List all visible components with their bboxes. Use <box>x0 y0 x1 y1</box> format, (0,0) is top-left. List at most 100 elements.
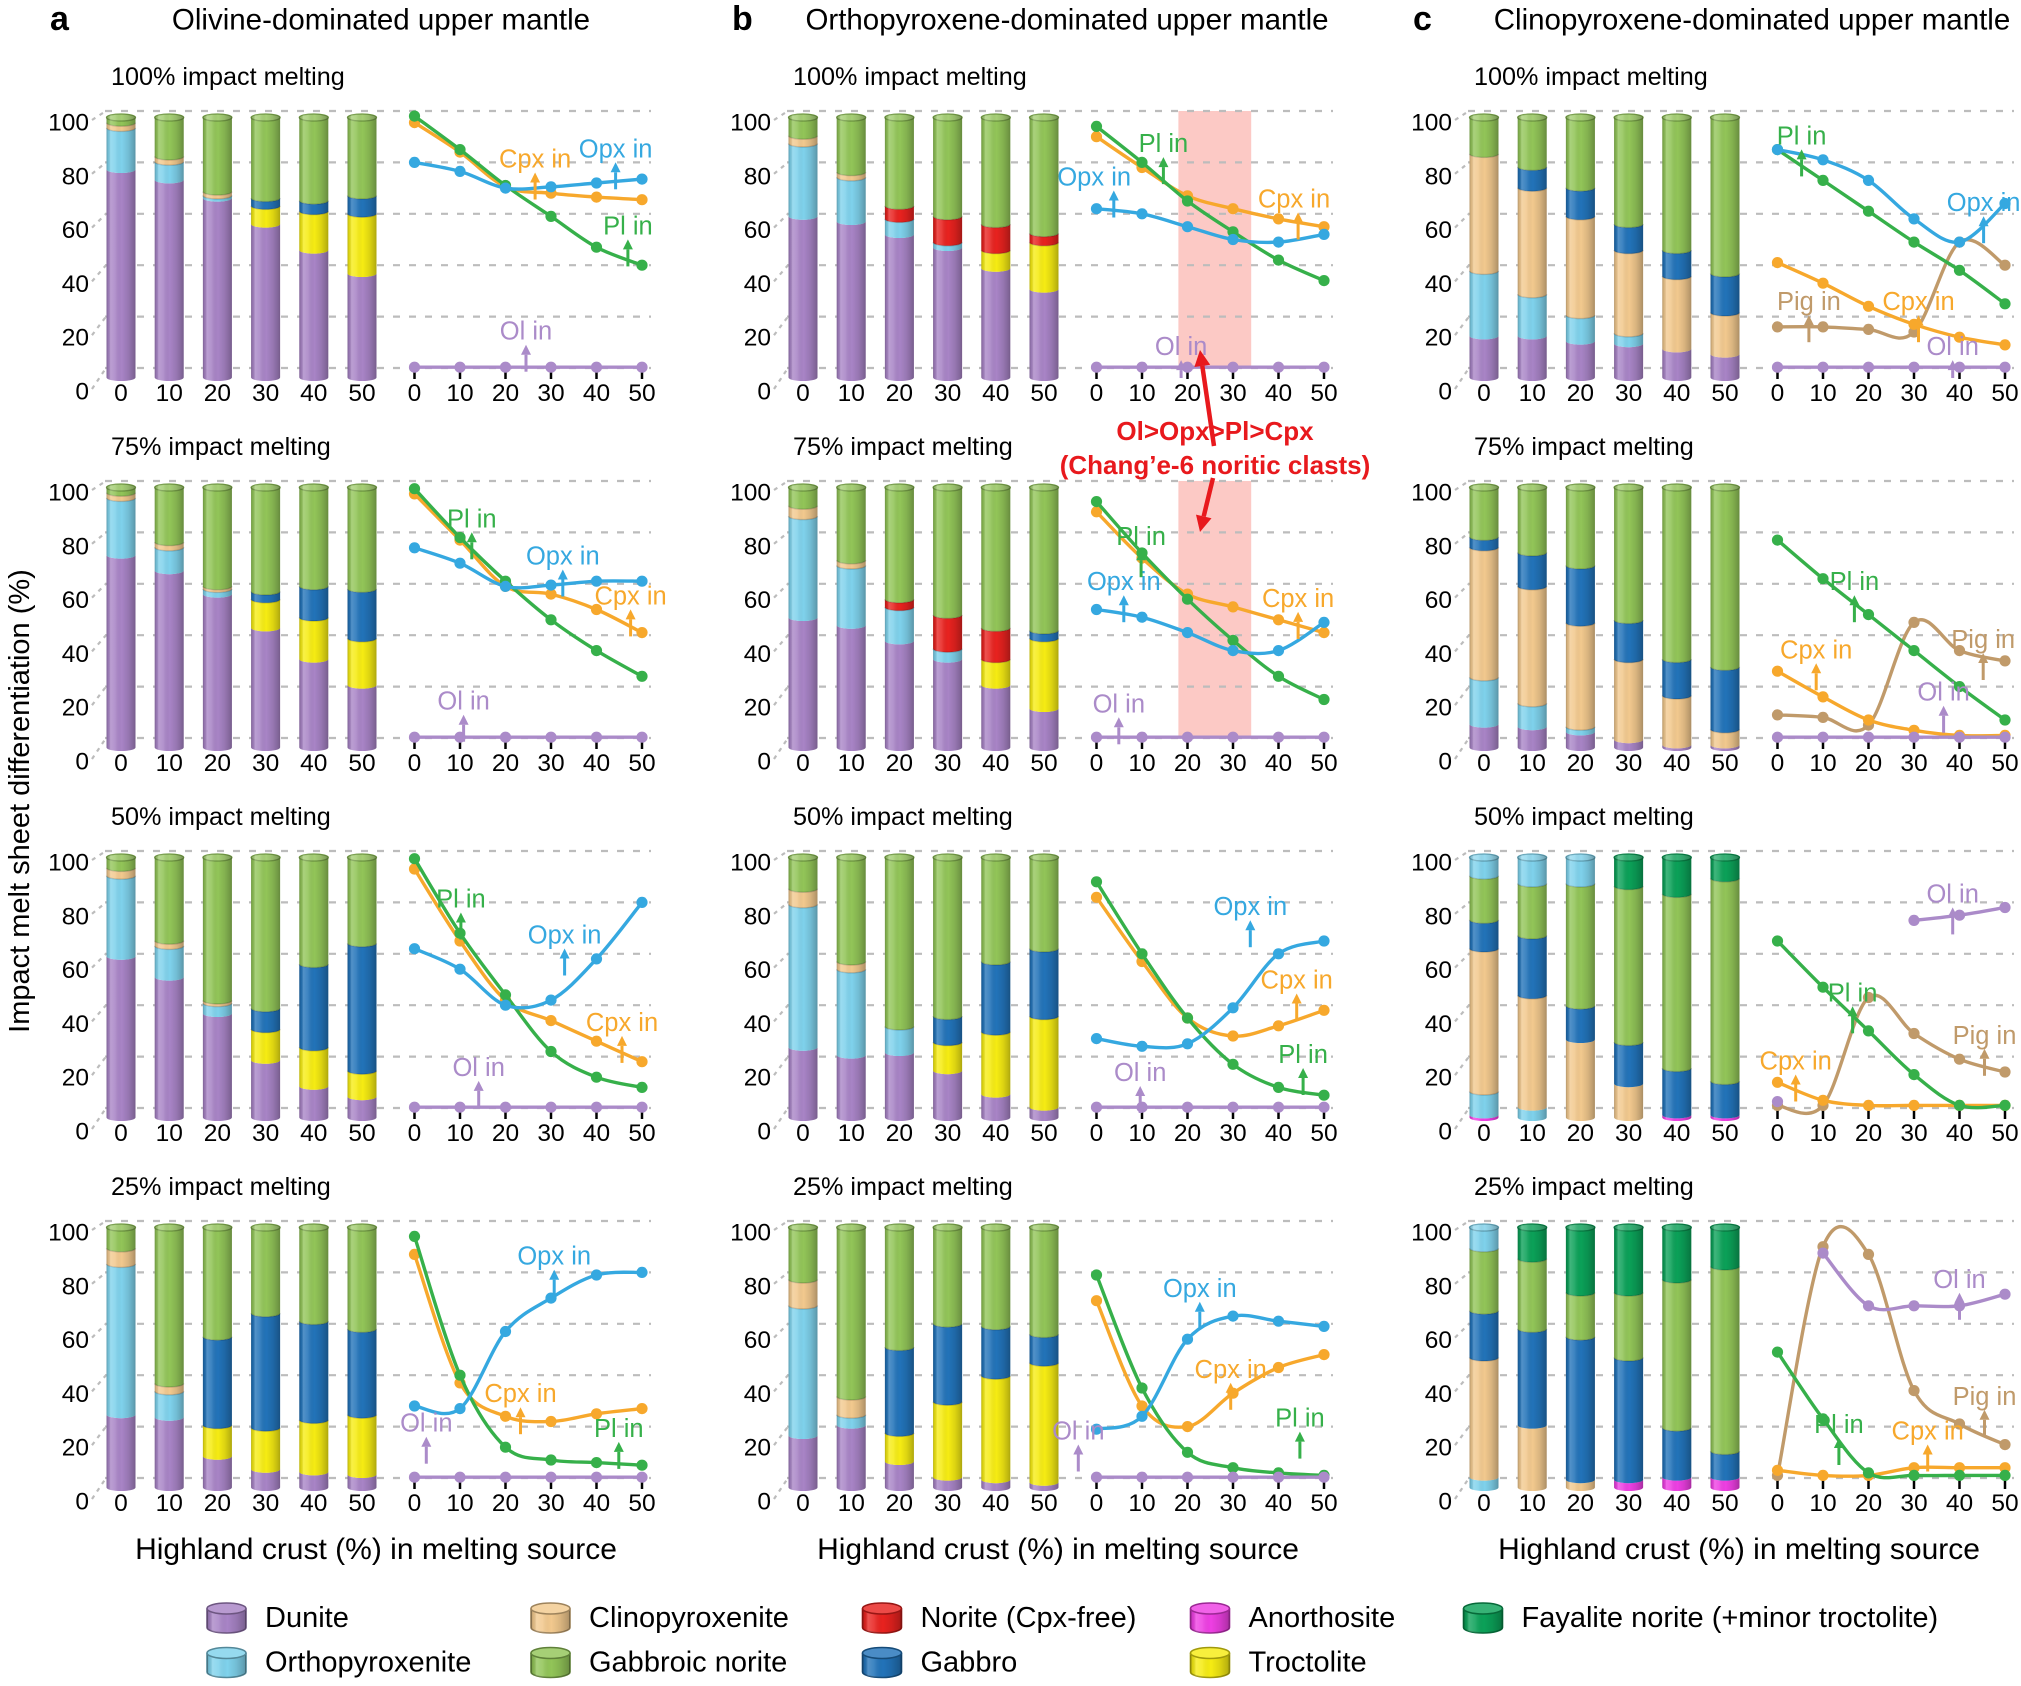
svg-text:0: 0 <box>114 380 128 407</box>
svg-text:40: 40 <box>1663 1490 1690 1517</box>
svg-text:10: 10 <box>1128 1490 1155 1517</box>
svg-text:0: 0 <box>75 1489 89 1516</box>
svg-text:50: 50 <box>1991 380 2018 407</box>
svg-text:30: 30 <box>537 1490 564 1517</box>
svg-text:30: 30 <box>252 750 279 777</box>
svg-text:20: 20 <box>204 1490 231 1517</box>
svg-text:10: 10 <box>156 1490 183 1517</box>
svg-text:80: 80 <box>1425 533 1452 560</box>
svg-text:0: 0 <box>1438 1489 1452 1516</box>
svg-text:10: 10 <box>838 750 865 777</box>
svg-text:80: 80 <box>62 1273 89 1300</box>
svg-text:Pl in: Pl in <box>436 886 486 914</box>
svg-text:60: 60 <box>62 217 89 244</box>
svg-text:75% impact melting: 75% impact melting <box>793 433 1013 461</box>
svg-text:50: 50 <box>1030 1490 1057 1517</box>
svg-text:100% impact melting: 100% impact melting <box>1474 63 1708 91</box>
svg-text:40: 40 <box>1425 1381 1452 1408</box>
svg-text:Ol in: Ol in <box>1926 333 1978 361</box>
svg-text:0: 0 <box>1771 750 1785 777</box>
svg-text:20: 20 <box>744 325 771 352</box>
svg-text:20: 20 <box>886 380 913 407</box>
svg-text:20: 20 <box>492 1120 519 1147</box>
svg-text:Cpx in: Cpx in <box>586 1009 658 1037</box>
svg-text:Highland crust (%) in melting: Highland crust (%) in melting source <box>817 1533 1299 1566</box>
svg-text:Ol in: Ol in <box>452 1054 504 1082</box>
svg-text:40: 40 <box>1946 380 1973 407</box>
svg-text:Opx in: Opx in <box>1057 164 1131 192</box>
svg-text:50: 50 <box>1030 750 1057 777</box>
svg-text:30: 30 <box>1219 1120 1246 1147</box>
svg-text:Ol in: Ol in <box>1933 1266 1985 1294</box>
svg-text:40: 40 <box>1946 750 1973 777</box>
svg-text:20: 20 <box>744 1065 771 1092</box>
svg-text:20: 20 <box>204 380 231 407</box>
svg-text:30: 30 <box>934 380 961 407</box>
svg-text:Ol in: Ol in <box>1926 880 1978 908</box>
svg-text:100: 100 <box>1411 480 1452 507</box>
svg-text:40: 40 <box>62 1011 89 1038</box>
svg-text:20: 20 <box>1567 1120 1594 1147</box>
svg-text:100: 100 <box>48 480 89 507</box>
svg-text:100: 100 <box>730 1220 771 1247</box>
svg-text:40: 40 <box>982 1490 1009 1517</box>
svg-text:10: 10 <box>838 1490 865 1517</box>
svg-text:0: 0 <box>796 750 810 777</box>
svg-text:40: 40 <box>1265 1120 1292 1147</box>
svg-text:Olivine-dominated upper mantle: Olivine-dominated upper mantle <box>172 4 590 37</box>
svg-text:20: 20 <box>744 695 771 722</box>
svg-text:0: 0 <box>1771 1490 1785 1517</box>
svg-text:40: 40 <box>300 750 327 777</box>
svg-text:25% impact melting: 25% impact melting <box>111 1173 331 1201</box>
svg-text:20: 20 <box>1567 380 1594 407</box>
svg-text:Cpx in: Cpx in <box>1261 967 1333 995</box>
svg-text:50: 50 <box>628 380 655 407</box>
svg-text:Opx in: Opx in <box>517 1243 591 1271</box>
svg-text:60: 60 <box>744 1327 771 1354</box>
svg-text:100: 100 <box>1411 1220 1452 1247</box>
svg-text:Opx in: Opx in <box>1947 189 2021 217</box>
svg-text:0: 0 <box>1771 380 1785 407</box>
svg-text:10: 10 <box>1519 1490 1546 1517</box>
svg-text:20: 20 <box>204 750 231 777</box>
svg-text:30: 30 <box>1219 380 1246 407</box>
svg-text:Opx in: Opx in <box>526 543 600 571</box>
svg-text:Pl in: Pl in <box>1814 1411 1864 1439</box>
svg-text:20: 20 <box>1567 1490 1594 1517</box>
svg-text:0: 0 <box>1438 1119 1452 1146</box>
svg-text:0: 0 <box>757 379 771 406</box>
svg-text:(Chang’e-6 noritic clasts): (Chang’e-6 noritic clasts) <box>1060 450 1371 480</box>
svg-text:60: 60 <box>1425 1327 1452 1354</box>
svg-text:100: 100 <box>48 1220 89 1247</box>
svg-text:50% impact melting: 50% impact melting <box>793 803 1013 831</box>
svg-text:30: 30 <box>1219 1490 1246 1517</box>
svg-text:80: 80 <box>744 903 771 930</box>
svg-text:30: 30 <box>1900 380 1927 407</box>
svg-text:a: a <box>50 0 70 38</box>
svg-text:Highland crust (%) in melting: Highland crust (%) in melting source <box>1498 1533 1980 1566</box>
svg-text:0: 0 <box>796 1120 810 1147</box>
svg-text:20: 20 <box>204 1120 231 1147</box>
svg-text:10: 10 <box>1809 1120 1836 1147</box>
svg-text:10: 10 <box>1128 1120 1155 1147</box>
svg-text:Pl in: Pl in <box>1278 1041 1328 1069</box>
svg-text:30: 30 <box>934 1120 961 1147</box>
svg-text:40: 40 <box>62 641 89 668</box>
svg-text:100: 100 <box>48 110 89 137</box>
svg-text:60: 60 <box>1425 957 1452 984</box>
svg-text:30: 30 <box>1615 380 1642 407</box>
svg-text:40: 40 <box>62 1381 89 1408</box>
svg-text:10: 10 <box>446 380 473 407</box>
svg-text:50: 50 <box>1991 750 2018 777</box>
svg-text:10: 10 <box>156 1120 183 1147</box>
svg-text:0: 0 <box>408 1490 422 1517</box>
svg-text:10: 10 <box>1809 750 1836 777</box>
svg-text:30: 30 <box>1219 750 1246 777</box>
svg-text:Opx in: Opx in <box>1163 1275 1237 1303</box>
svg-text:20: 20 <box>1174 380 1201 407</box>
svg-text:40: 40 <box>583 750 610 777</box>
svg-text:25% impact melting: 25% impact melting <box>1474 1173 1694 1201</box>
svg-text:20: 20 <box>492 750 519 777</box>
svg-text:0: 0 <box>1771 1120 1785 1147</box>
svg-text:0: 0 <box>114 1490 128 1517</box>
